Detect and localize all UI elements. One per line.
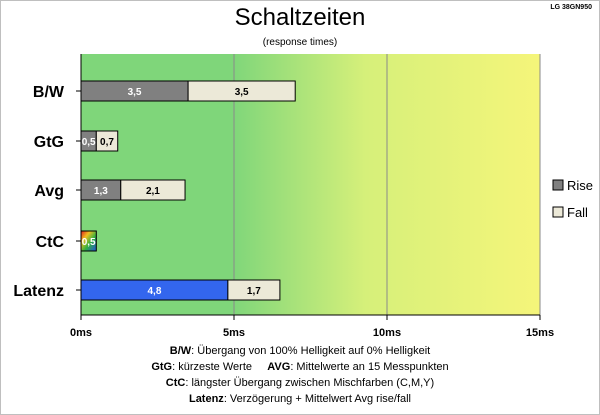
data-label-rise-latenz: 4,8 xyxy=(147,286,161,297)
chart-notes: B/W: Übergang von 100% Helligkeit auf 0%… xyxy=(0,343,600,407)
legend-swatch-fall xyxy=(552,206,564,218)
chart-subtitle: (response times) xyxy=(262,37,338,48)
x-tick-label: 5ms xyxy=(223,327,245,339)
category-label-bw: B/W xyxy=(33,84,65,101)
category-label-gtg: GtG xyxy=(34,134,64,151)
bar-fall-gtg xyxy=(95,130,119,152)
monitor-model-label: LG 38GN950 xyxy=(550,4,592,11)
note-gtg-avg: GtG: kürzeste Werte AVG: Mittelwerte an … xyxy=(151,361,449,373)
legend-label-fall: Fall xyxy=(567,205,588,220)
category-label-ctc: CtC xyxy=(36,234,65,251)
note-ctc: CtC: längster Übergang zwischen Mischfar… xyxy=(165,377,435,389)
x-tick-label: 0ms xyxy=(70,327,92,339)
data-label-rise-gtg: 0,5 xyxy=(82,137,96,148)
category-label-avg: Avg xyxy=(34,183,64,200)
x-tick-label: 10ms xyxy=(373,327,401,339)
data-label-rise-bw: 3,5 xyxy=(128,87,142,98)
data-label-rise-ctc: 0,5 xyxy=(82,237,96,248)
chart-title: Schaltzeiten xyxy=(234,4,366,31)
category-label-latenz: Latenz xyxy=(13,283,64,300)
data-label-fall-avg: 2,1 xyxy=(146,186,160,197)
bar-fall-bw xyxy=(187,80,296,102)
data-label-rise-avg: 1,3 xyxy=(94,186,108,197)
note-bw: B/W: Übergang von 100% Helligkeit auf 0%… xyxy=(169,345,431,357)
legend-label-rise: Rise xyxy=(567,178,593,193)
bar-rise-ctc xyxy=(80,230,97,252)
note-latenz: Latenz: Verzögerung + Mittelwert Avg ris… xyxy=(188,393,412,405)
legend-swatch-rise xyxy=(552,179,564,191)
data-label-fall-bw: 3,5 xyxy=(235,87,249,98)
data-label-fall-latenz: 1,7 xyxy=(247,286,261,297)
bar-fall-avg xyxy=(120,179,186,201)
bar-fall-latenz xyxy=(227,279,281,301)
data-label-fall-gtg: 0,7 xyxy=(100,137,114,148)
x-tick-label: 15ms xyxy=(526,327,554,339)
